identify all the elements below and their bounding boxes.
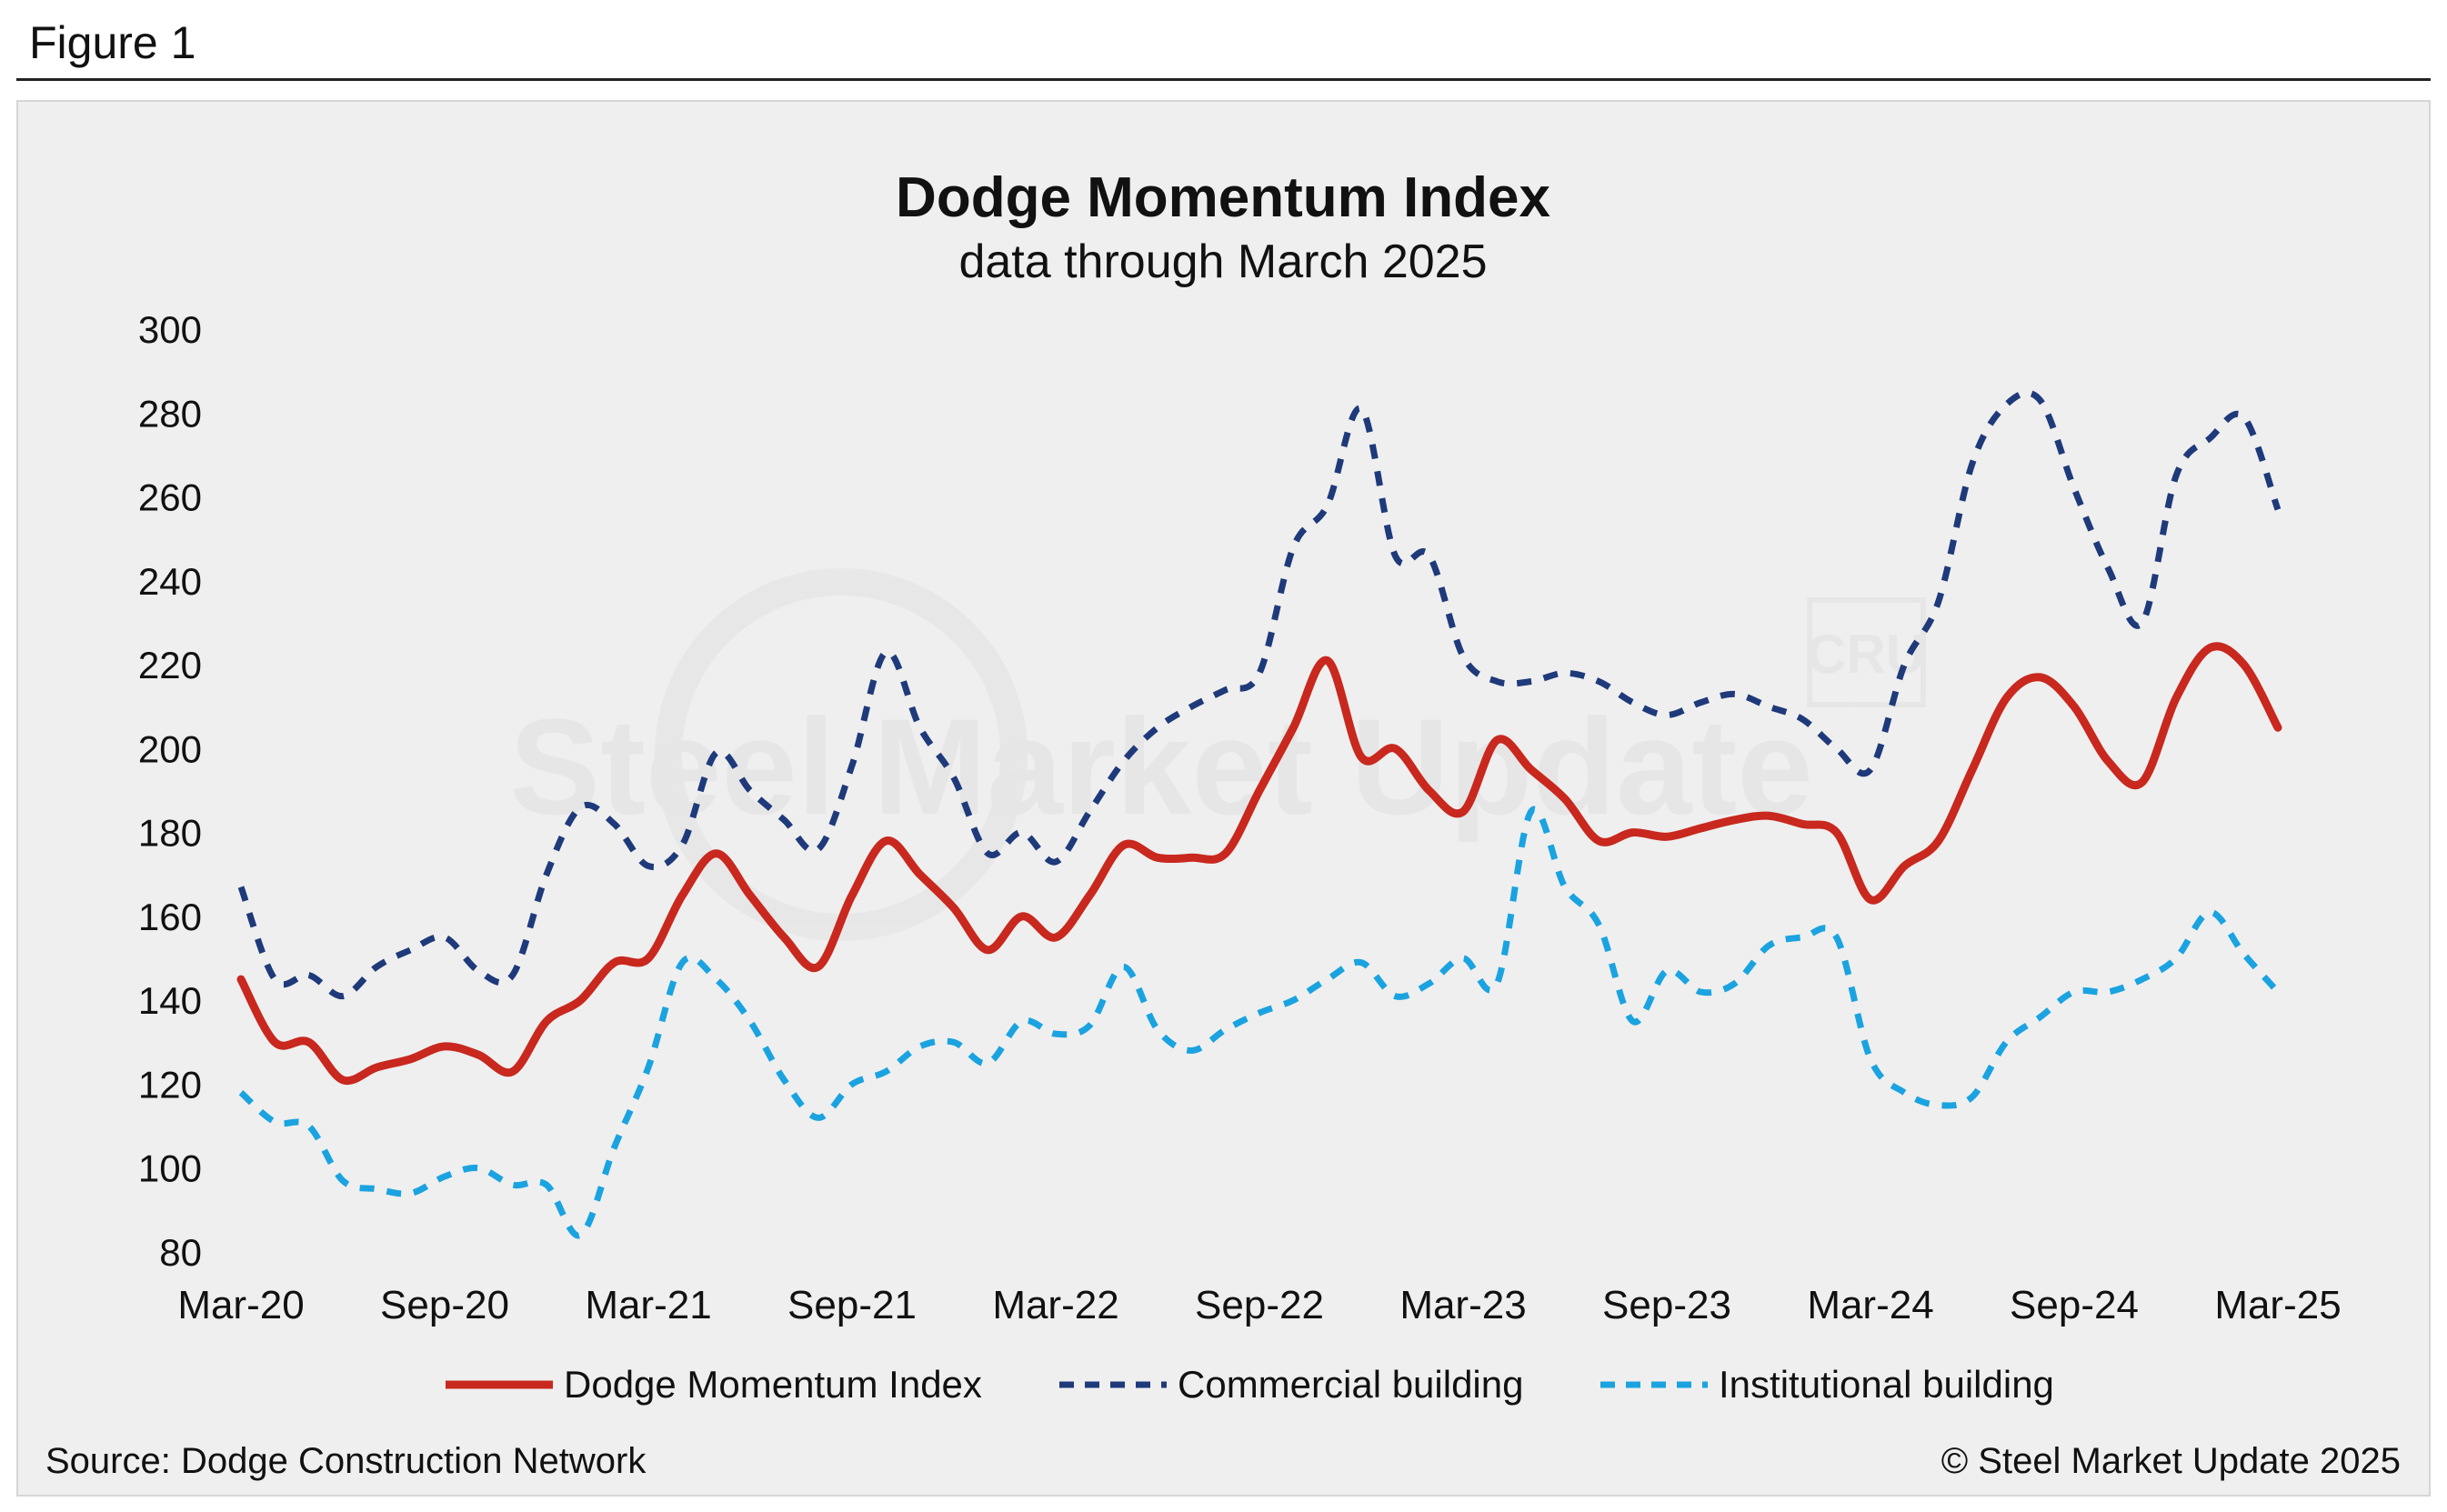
figure-divider xyxy=(16,78,2431,81)
series-line-institutional-building xyxy=(238,806,2281,1239)
x-tick-label: Sep-22 xyxy=(1195,1283,1324,1327)
x-tick-label: Mar-20 xyxy=(177,1283,304,1327)
y-tick-label: 200 xyxy=(138,727,202,770)
y-tick-label: 160 xyxy=(138,896,202,938)
series-lines xyxy=(236,389,2282,1239)
chart-panel xyxy=(16,100,2431,1497)
x-tick-label: Mar-25 xyxy=(2214,1283,2341,1327)
y-tick-label: 260 xyxy=(138,476,202,519)
legend-label: Dodge Momentum Index xyxy=(564,1363,982,1406)
figure-label: Figure 1 xyxy=(29,17,196,68)
source-note: Source: Dodge Construction Network xyxy=(45,1441,647,1481)
legend-label: Institutional building xyxy=(1719,1363,2054,1406)
y-axis: 300 280 260 240 220 200 180 160 140 120 100 80 xyxy=(138,308,202,1274)
copyright-note: © Steel Market Update 2025 xyxy=(1941,1441,2401,1481)
y-tick-label: 220 xyxy=(138,644,202,686)
x-tick-label: Mar-21 xyxy=(585,1283,711,1327)
y-tick-label: 240 xyxy=(138,560,202,603)
legend-label: Commercial building xyxy=(1178,1363,1523,1406)
y-tick-label: 180 xyxy=(138,812,202,855)
x-tick-label: Mar-23 xyxy=(1399,1283,1526,1327)
series-line-dodge-momentum-index xyxy=(236,642,2282,1086)
y-tick-label: 80 xyxy=(159,1231,202,1274)
x-tick-label: Sep-21 xyxy=(787,1283,917,1327)
legend: Dodge Momentum Index Commercial building I… xyxy=(446,1363,2054,1406)
x-tick-label: Sep-20 xyxy=(380,1283,509,1327)
x-axis: Mar-20 Sep-20 Mar-21 Sep-21 Mar-22 Sep-22 Mar-… xyxy=(177,1283,2341,1327)
chart-subtitle: data through March 2025 xyxy=(958,235,1487,288)
watermark-text: Steel Market Update xyxy=(509,690,1813,843)
watermark-logo-box xyxy=(1807,597,1926,707)
x-tick-label: Mar-24 xyxy=(1807,1283,1933,1327)
x-tick-label: Sep-24 xyxy=(2010,1283,2139,1327)
y-tick-label: 100 xyxy=(138,1147,202,1190)
y-tick-label: 140 xyxy=(138,979,202,1022)
x-tick-label: Sep-23 xyxy=(1602,1283,1731,1327)
y-tick-label: 300 xyxy=(138,308,202,351)
x-tick-label: Mar-22 xyxy=(992,1283,1118,1327)
watermark-logo-text: CRU xyxy=(1807,624,1925,685)
watermark: Steel Market Update CRU xyxy=(509,568,1926,941)
y-tick-label: 120 xyxy=(138,1063,202,1106)
y-tick-label: 280 xyxy=(138,392,202,435)
chart-title: Dodge Momentum Index xyxy=(896,166,1550,229)
